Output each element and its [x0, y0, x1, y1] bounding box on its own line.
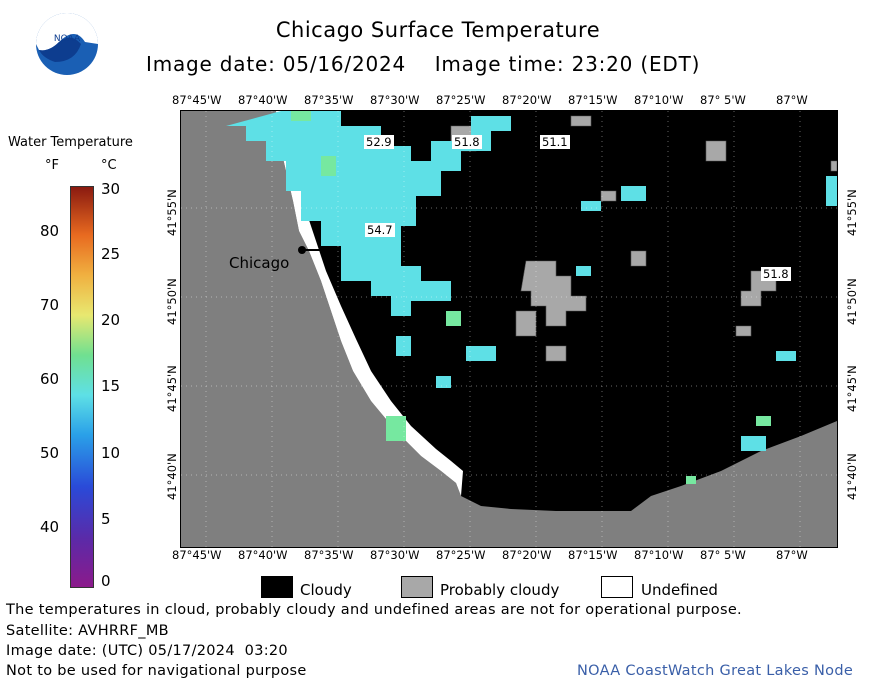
colorbar-f-tick: 70: [40, 296, 60, 314]
temp-label: 51.8: [452, 135, 482, 149]
lon-label-top: 87°10'W: [634, 93, 684, 107]
lon-label-top: 87°30'W: [370, 93, 420, 107]
legend-probably-cloudy-label: Probably cloudy: [440, 581, 560, 599]
colorbar-f-tick: 80: [40, 222, 60, 240]
lon-label-bottom: 87°40'W: [238, 548, 288, 562]
footer-image-date: Image date: (UTC) 05/17/2024 03:20: [6, 643, 288, 659]
colorbar-unit-f: °F: [45, 158, 59, 173]
page-title: Chicago Surface Temperature: [275, 18, 601, 42]
colorbar-c-tick: 30: [101, 180, 121, 198]
svg-text:NOAA: NOAA: [54, 34, 81, 44]
lat-label-right: 41°40'N: [845, 453, 859, 500]
temp-label: 51.1: [540, 135, 570, 149]
footer-nav-warning: Not to be used for navigational purpose: [6, 663, 307, 679]
lon-label-bottom: 87°25'W: [436, 548, 486, 562]
legend-probably-cloudy-swatch: [401, 576, 433, 598]
temperature-map: Chicago 52.9 51.8 51.1 54.7 51.8: [180, 110, 838, 548]
colorbar-c-tick: 10: [101, 444, 121, 462]
lon-label-top: 87°20'W: [502, 93, 552, 107]
legend-undefined-label: Undefined: [641, 581, 718, 599]
footer-disclaimer: The temperatures in cloud, probably clou…: [6, 602, 742, 618]
lon-label-top: 87°35'W: [304, 93, 354, 107]
lon-label-top: 87°W: [776, 93, 808, 107]
footer-satellite: Satellite: AVHRRF_MB: [6, 623, 169, 639]
legend-undefined-swatch: [601, 576, 633, 598]
legend-cloudy-swatch: [261, 576, 293, 598]
noaa-logo: NOAA: [35, 12, 99, 76]
colorbar-f-tick: 60: [40, 370, 60, 388]
colorbar-c-tick: 15: [101, 377, 121, 395]
lon-label-top: 87°45'W: [172, 93, 222, 107]
lat-label-right: 41°50'N: [845, 278, 859, 325]
colorbar-f-tick: 40: [40, 518, 60, 536]
temp-label: 51.8: [761, 267, 791, 281]
lon-label-top: 87°40'W: [238, 93, 288, 107]
lon-label-bottom: 87°45'W: [172, 548, 222, 562]
city-label: Chicago: [229, 254, 290, 272]
colorbar-c-tick: 20: [101, 311, 121, 329]
lat-label-left: 41°40'N: [165, 453, 179, 500]
lon-label-top: 87°15'W: [568, 93, 618, 107]
colorbar: [70, 186, 94, 588]
temp-label: 52.9: [364, 135, 394, 149]
lat-label-right: 41°55'N: [845, 189, 859, 236]
page-subtitle: Image date: 05/16/2024 Image time: 23:20…: [146, 52, 701, 76]
colorbar-c-tick: 25: [101, 245, 121, 263]
lon-label-bottom: 87°10'W: [634, 548, 684, 562]
lat-label-left: 41°45'N: [165, 365, 179, 412]
lon-label-bottom: 87°30'W: [370, 548, 420, 562]
lon-label-top: 87° 5'W: [700, 93, 746, 107]
lon-label-top: 87°25'W: [436, 93, 486, 107]
lon-label-bottom: 87° 5'W: [700, 548, 746, 562]
lat-label-left: 41°55'N: [165, 189, 179, 236]
lat-label-left: 41°50'N: [165, 278, 179, 325]
legend-cloudy-label: Cloudy: [300, 581, 352, 599]
lon-label-bottom: 87°20'W: [502, 548, 552, 562]
colorbar-title: Water Temperature: [8, 135, 133, 150]
lat-label-right: 41°45'N: [845, 365, 859, 412]
temp-label: 54.7: [365, 223, 395, 237]
lon-label-bottom: 87°15'W: [568, 548, 618, 562]
colorbar-c-tick: 5: [101, 510, 111, 528]
lon-label-bottom: 87°35'W: [304, 548, 354, 562]
colorbar-f-tick: 50: [40, 444, 60, 462]
footer-credit: NOAA CoastWatch Great Lakes Node: [577, 663, 854, 679]
lon-label-bottom: 87°W: [776, 548, 808, 562]
colorbar-unit-c: °C: [101, 158, 117, 173]
colorbar-c-tick: 0: [101, 572, 111, 590]
